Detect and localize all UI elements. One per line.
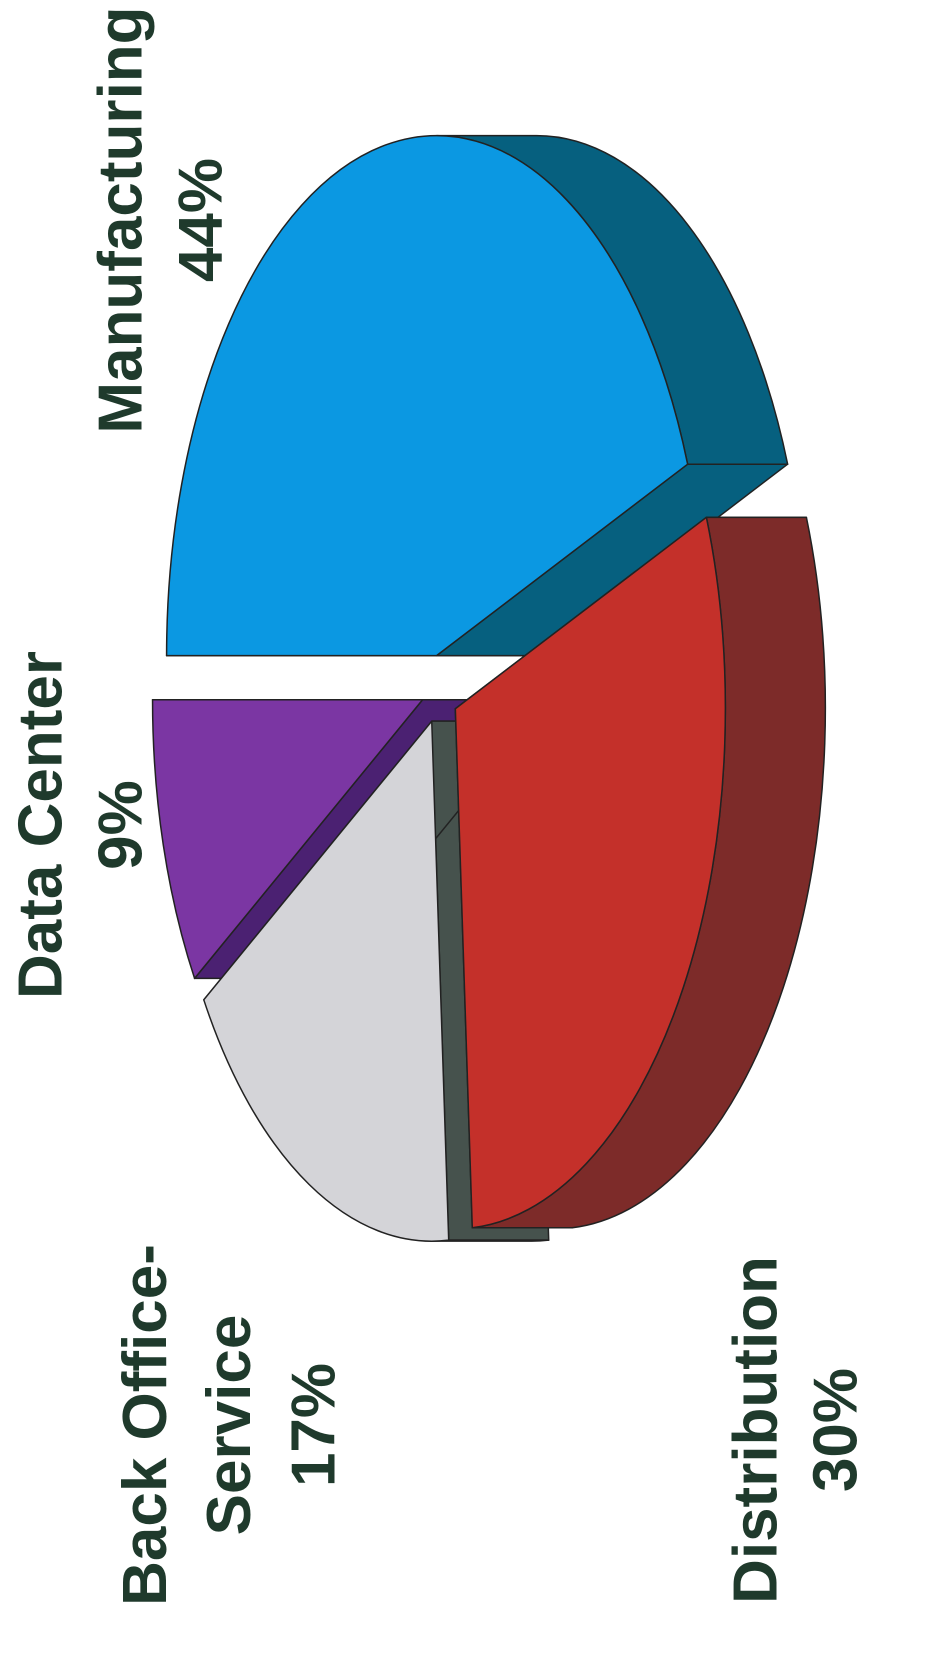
slice	[454, 516, 727, 1229]
slice	[165, 134, 689, 657]
category-label: Distribution	[721, 1256, 790, 1604]
label-line: Back Office-	[111, 1244, 180, 1606]
slice	[203, 720, 450, 1242]
category-label: Data Center	[6, 651, 75, 999]
slice	[151, 699, 424, 980]
value-label: 44%	[166, 158, 235, 282]
category-label: Back Office- Service	[111, 1244, 264, 1606]
value-label: 17%	[279, 1363, 348, 1487]
plot: Manufacturing 44% Distribution 30% Back Offi…	[6, 6, 870, 1605]
value-label: 9%	[86, 780, 155, 870]
category-label: Manufacturing	[86, 6, 155, 433]
value-label: 30%	[801, 1368, 870, 1492]
label-line: Service	[195, 1315, 264, 1536]
